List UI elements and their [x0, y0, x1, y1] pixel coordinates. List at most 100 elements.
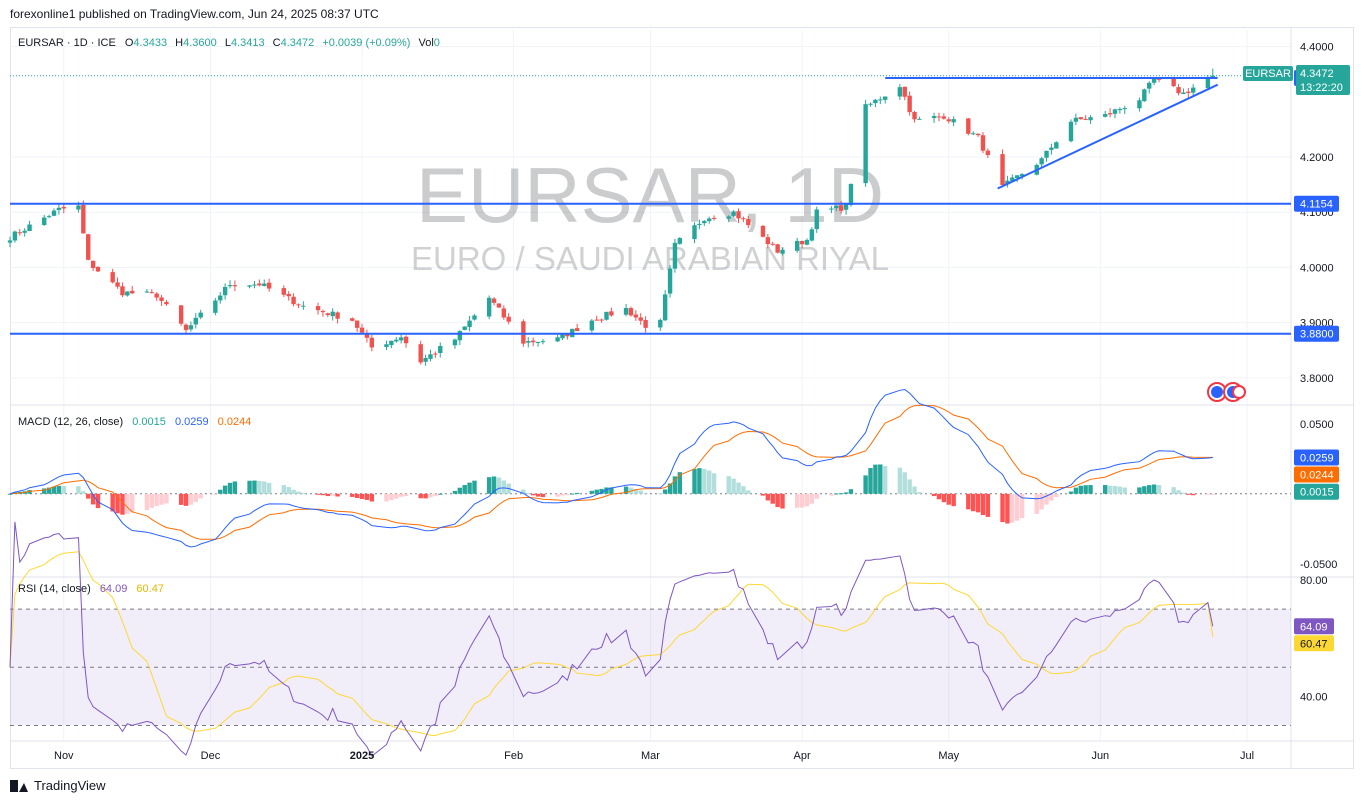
macd-histogram-bar — [594, 489, 599, 494]
macd-histogram-bar — [882, 466, 888, 494]
macd-histogram-bar — [130, 493, 135, 513]
macd-histogram-bar — [604, 487, 609, 494]
candle-body — [17, 232, 22, 234]
legend-l-label: L — [225, 37, 231, 49]
candle-body — [1112, 109, 1118, 114]
macd-axis: 0.0500 -0.0500 0.0259 0.0244 0.0015 — [1294, 419, 1339, 571]
legend-open: 4.3433 — [133, 37, 167, 49]
macd-legend: MACD (12, 26, close) 0.0015 0.0259 0.024… — [18, 416, 251, 428]
candle-body — [1137, 100, 1142, 109]
candle-body — [794, 240, 800, 251]
macd-histogram-bar — [320, 493, 326, 496]
macd-histogram-bar — [159, 493, 164, 505]
macd-histogram-bar — [521, 489, 526, 494]
macd-histogram-bar — [452, 490, 458, 494]
macd-histogram-bar — [741, 486, 746, 494]
candle-body — [1156, 78, 1162, 80]
macd-histogram-bar — [838, 493, 844, 495]
candle-body — [1171, 78, 1176, 87]
macd-histogram-bar — [188, 493, 194, 505]
candle-body — [149, 292, 154, 294]
candle-body — [975, 133, 981, 136]
chart-frame — [10, 27, 1354, 769]
macd-histogram-bar — [1010, 493, 1015, 523]
candle-body — [741, 218, 746, 220]
candle-body — [1191, 87, 1196, 93]
macd-histogram-bar — [86, 493, 91, 499]
rsi-value-tag: 60.47 — [1300, 638, 1328, 650]
candle-body — [521, 321, 526, 344]
candle-body — [457, 330, 463, 341]
candle-body — [667, 268, 673, 294]
macd-histogram-bar — [1156, 485, 1162, 494]
macd-histogram-bar — [1005, 493, 1010, 524]
macd-histogram-bar — [183, 493, 189, 506]
price-tick-label: 4.2000 — [1300, 152, 1334, 164]
svg-text:MACD (12, 26, close) 0.0: MACD (12, 26, close) 0.0015 0.0259 0.024… — [18, 416, 251, 428]
macd-histogram-bar — [731, 478, 736, 494]
rsi-value-tag: 64.09 — [1300, 621, 1328, 633]
candle-body — [897, 87, 903, 97]
macd-histogram-bar — [115, 493, 120, 514]
rsi-value-tag-bg — [1294, 635, 1334, 652]
macd-histogram-bar — [1191, 493, 1196, 496]
watermark: EURSAR, 1D EURO / SAUDI ARABIAN RIYAL — [411, 151, 889, 277]
candle-body — [384, 344, 389, 347]
candle-body — [42, 217, 47, 225]
macd-histogram-bar — [418, 493, 423, 499]
macd-histogram-bar — [1103, 485, 1108, 494]
candle-body — [423, 357, 428, 362]
candle-body — [594, 319, 599, 321]
macd-histogram-bar — [364, 493, 370, 500]
event-icons[interactable] — [1207, 382, 1246, 402]
macd-histogram-bar — [1083, 485, 1088, 494]
candle-body — [535, 341, 541, 343]
macd-histogram-bar — [369, 493, 375, 502]
legend-c-label: C — [273, 37, 281, 49]
macd-histogram-bar — [1014, 493, 1020, 521]
candle-body — [12, 231, 18, 241]
macd-histogram-bar — [95, 493, 101, 509]
legend-change: +0.0039 (+0.09%) — [322, 37, 410, 49]
macd-histogram-bar — [56, 485, 62, 494]
macd-histogram-bar — [1068, 491, 1074, 494]
legend-vol-label: Vol — [418, 37, 433, 49]
candle-body — [951, 119, 956, 123]
macd-histogram-bar — [1151, 484, 1157, 494]
macd-histogram-bar — [1122, 487, 1127, 494]
candle-body — [526, 341, 531, 343]
macd-histogram-bar — [746, 490, 751, 494]
candle-body — [130, 290, 135, 294]
candle-body — [834, 205, 839, 209]
time-axis: Nov Dec 2025 Feb Mar Apr May Jun Jul — [54, 750, 1254, 762]
macd-histogram-bar — [975, 493, 981, 513]
macd-histogram-bar — [462, 485, 467, 494]
macd-histogram-bar — [907, 479, 912, 494]
candle-body — [736, 211, 741, 219]
candle-body — [609, 311, 614, 316]
macd-histogram-bar — [970, 493, 976, 512]
macd-value-tag-bg — [1294, 466, 1339, 483]
svg-text:EURSAR · 1D · ICE O4.343: EURSAR · 1D · ICE O4.3433 H4.3600 L4.341… — [18, 37, 440, 49]
macd-histogram-bar — [794, 493, 800, 508]
macd-histogram-bar — [81, 491, 86, 494]
candle-body — [936, 116, 942, 118]
candle-body — [863, 104, 868, 184]
macd-value-tag-bg — [1294, 483, 1339, 500]
candle-body — [692, 225, 697, 240]
candle-body — [472, 315, 477, 320]
candle-body — [257, 283, 262, 286]
last-price-tag-bg — [1296, 65, 1350, 95]
candle-body — [164, 301, 169, 305]
macd-histogram-bar — [286, 487, 291, 494]
macd-histogram-bar — [1039, 493, 1044, 510]
macd-histogram-bar — [702, 468, 707, 494]
macd-histogram-bar — [555, 493, 560, 497]
macd-histogram-bar — [540, 493, 546, 498]
macd-histogram-bar — [868, 468, 873, 494]
macd-histogram-bar — [878, 464, 883, 494]
candle-body — [296, 304, 301, 306]
candle-body — [638, 317, 643, 321]
candle-body — [90, 260, 96, 268]
